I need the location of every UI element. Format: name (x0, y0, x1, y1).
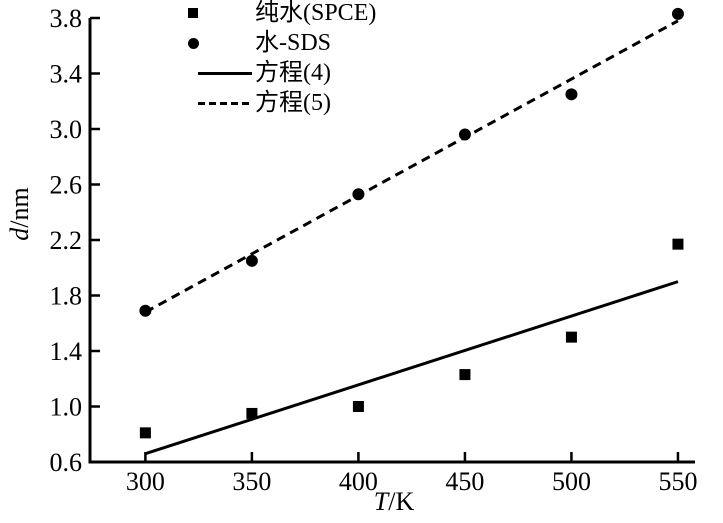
x-tick-label: 300 (126, 467, 165, 496)
x-tick-label: 550 (658, 467, 697, 496)
circle-marker-icon (188, 37, 199, 49)
solid-line-icon (198, 71, 252, 75)
data-point-circle (671, 7, 684, 20)
y-tick-label: 3.4 (50, 60, 83, 89)
legend-item-spce: 纯水(SPCE) (170, 0, 376, 28)
legend-item-eq5: 方程(5) (170, 88, 376, 118)
data-point-square (459, 369, 471, 381)
data-point-circle (245, 254, 258, 267)
y-tick-label: 2.2 (50, 226, 83, 255)
data-point-square (352, 401, 364, 412)
x-tick-label: 450 (445, 467, 484, 496)
y-tick-label: 3.0 (50, 115, 83, 144)
y-axis-label: d/nm (5, 187, 34, 241)
data-point-circle (352, 188, 365, 201)
x-axis-label: T/K (373, 487, 415, 516)
y-tick-label: 3.8 (50, 4, 83, 33)
legend-label-spce: 纯水(SPCE) (255, 0, 377, 26)
data-point-square (139, 427, 151, 439)
y-tick-label: 1.4 (50, 337, 83, 366)
x-tick-label: 500 (552, 467, 591, 496)
y-tick-label: 2.6 (50, 171, 83, 200)
y-tick-label: 1.0 (50, 393, 83, 422)
legend-item-sds: 水-SDS (170, 28, 376, 58)
legend-label-sds: 水-SDS (255, 30, 332, 56)
data-point-circle (458, 128, 471, 141)
fit-line-solid (144, 280, 679, 456)
y-tick-label: 1.8 (50, 282, 83, 311)
legend-item-eq4: 方程(4) (170, 58, 376, 88)
y-tick-label: 0.6 (50, 448, 83, 477)
legend-label-eq5: 方程(5) (255, 90, 331, 116)
dashed-line-icon (198, 101, 252, 105)
data-point-square (565, 331, 577, 343)
legend: 纯水(SPCE) 水-SDS 方程(4) 方程(5) (170, 0, 376, 118)
data-point-square (246, 407, 258, 419)
data-point-circle (565, 88, 578, 101)
fit-line-dashed (144, 19, 679, 314)
data-point-circle (139, 304, 152, 317)
square-marker-icon (188, 8, 198, 18)
legend-label-eq4: 方程(4) (255, 60, 331, 86)
data-point-square (672, 238, 684, 250)
x-tick-label: 350 (232, 467, 271, 496)
x-tick-label: 400 (339, 467, 378, 496)
